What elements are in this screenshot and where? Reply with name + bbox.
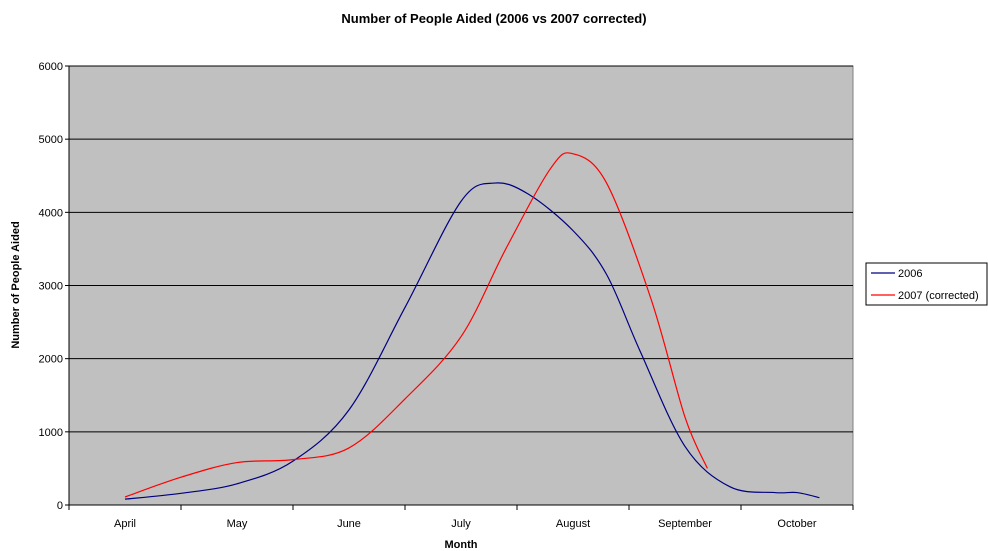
y-tick-label: 2000: [39, 354, 63, 366]
y-tick-label: 3000: [39, 281, 63, 293]
y-tick-label: 4000: [39, 207, 63, 219]
y-tick-label: 0: [57, 500, 63, 512]
series-line-2006: [124, 182, 820, 500]
series-lines: [124, 152, 820, 500]
y-tick-label: 6000: [39, 61, 63, 73]
chart-title: Number of People Aided (2006 vs 2007 cor…: [341, 11, 646, 26]
y-axis-title: Number of People Aided: [10, 221, 22, 348]
series-line-2007-corrected: [124, 152, 708, 498]
x-axis-ticks: April May June July August September October: [68, 505, 854, 530]
x-tick-label: April: [114, 518, 136, 530]
x-tick-label: October: [777, 518, 816, 530]
x-tick-label: July: [451, 518, 471, 530]
legend-label-2007-corrected: 2007 (corrected): [898, 290, 979, 302]
gridlines: [69, 65, 853, 433]
x-tick-label: May: [227, 518, 248, 530]
y-tick-label: 1000: [39, 427, 63, 439]
legend: 2006 2007 (corrected): [865, 262, 988, 306]
y-tick-label: 5000: [39, 134, 63, 146]
x-tick-label: September: [658, 518, 712, 530]
x-tick-label: June: [337, 518, 361, 530]
legend-box: [865, 262, 988, 306]
x-tick-label: August: [556, 518, 590, 530]
x-axis-title: Month: [445, 539, 478, 551]
y-axis-ticks: 0 1000 2000 3000 4000 5000 6000: [39, 61, 69, 512]
legend-label-2006: 2006: [898, 268, 922, 280]
